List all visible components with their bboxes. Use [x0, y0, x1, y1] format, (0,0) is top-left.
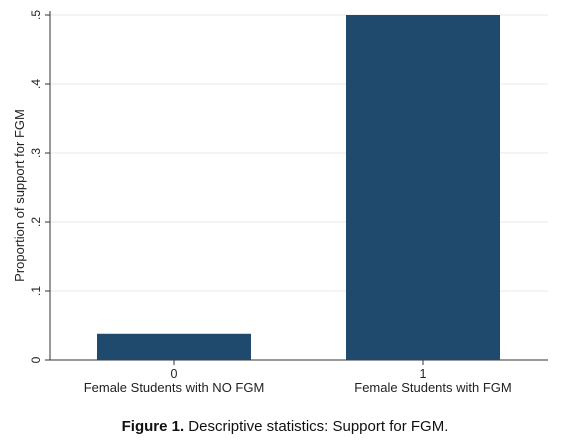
y-tick-label-1: .1	[29, 286, 43, 296]
bar-0	[97, 333, 251, 360]
figure-caption: Figure 1. Descriptive statistics: Suppor…	[0, 418, 570, 435]
category-label-1: Female Students with FGM	[354, 380, 512, 395]
y-tick-label-2: .2	[29, 217, 43, 227]
chart-svg: 0 .1 .2 .3 .4 .5 Proportion of support for FGM…	[12, 10, 548, 395]
x-tick-label-0: 0	[171, 367, 178, 381]
caption-text: Descriptive statistics: Support for FGM.	[184, 418, 449, 435]
y-tick-label-0: 0	[29, 356, 43, 363]
y-tick-label-5: .5	[29, 10, 43, 20]
bar-1	[346, 15, 500, 360]
category-label-0: Female Students with NO FGM	[84, 380, 265, 395]
bar-chart: 0 .1 .2 .3 .4 .5 Proportion of support for FGM…	[12, 10, 548, 395]
y-axis-label: Proportion of support for FGM	[12, 109, 27, 282]
x-tick-label-1: 1	[420, 367, 427, 381]
caption-label: Figure 1.	[121, 418, 185, 435]
y-tick-label-4: .4	[29, 79, 43, 89]
y-tick-label-3: .3	[29, 148, 43, 158]
